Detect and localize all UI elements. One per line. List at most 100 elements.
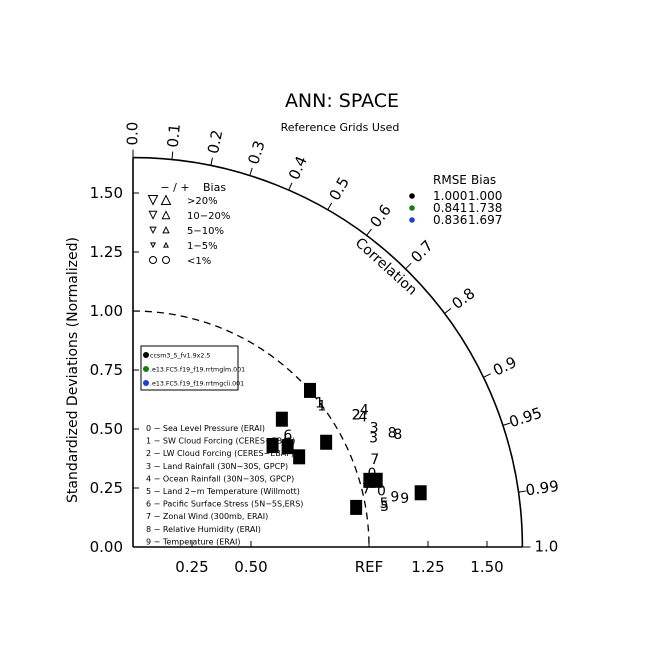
correlation-tick-mark bbox=[366, 228, 372, 236]
variable-list-item: 2 − LW Cloud Forcing (CERES−EBAF) bbox=[146, 449, 294, 458]
x-tick-label: REF bbox=[355, 558, 384, 576]
data-point-label: 8 bbox=[393, 427, 402, 443]
negative-bias-triangle bbox=[150, 242, 156, 249]
data-point-label: 8 bbox=[388, 426, 397, 442]
correlation-tick-mark bbox=[210, 157, 213, 166]
bias-value: 1.738 bbox=[468, 201, 502, 215]
y-tick-label: 0.25 bbox=[90, 479, 123, 497]
y-tick-label: 1.50 bbox=[90, 184, 123, 202]
x-tick-label: 1.25 bbox=[411, 558, 444, 576]
variable-list-item: 0 − Sea Level Pressure (ERAI) bbox=[146, 424, 265, 433]
correlation-tick-label: 0.7 bbox=[407, 237, 437, 267]
data-point-marker bbox=[414, 485, 427, 501]
data-point-label: 0 bbox=[367, 466, 376, 482]
variable-list: 0 − Sea Level Pressure (ERAI) 1 − SW Clou… bbox=[146, 424, 303, 546]
data-point-label: 3 bbox=[370, 421, 379, 437]
data-point-label: 0 bbox=[372, 475, 381, 490]
bias-value: 1.000 bbox=[468, 189, 502, 203]
rmse-value: 1.000 bbox=[433, 189, 467, 203]
data-point-label: 8 bbox=[295, 451, 304, 466]
axis-ticks: 0.25 0.50 REF 1.25 1.500.000.250.500.751.001… bbox=[90, 184, 504, 576]
data-point-label: 3 bbox=[268, 440, 277, 455]
x-tick-label: 0.50 bbox=[234, 558, 267, 576]
data-point-label: 4 bbox=[360, 403, 369, 419]
positive-bias-triangle bbox=[163, 241, 169, 248]
data-point-label: 9 bbox=[390, 490, 399, 506]
variable-list-item: 1 − SW Cloud Forcing (CERES−EBAF) bbox=[146, 437, 295, 446]
correlation-tick-label: 0.9 bbox=[490, 353, 519, 380]
reference-arc bbox=[132, 310, 370, 548]
data-point-label: 7 bbox=[370, 452, 379, 468]
case-legend-dot bbox=[143, 366, 149, 372]
bias-legend-label: 1−5% bbox=[187, 241, 218, 252]
correlation-tick-label: 0.3 bbox=[244, 138, 268, 166]
positive-bias-triangle bbox=[160, 194, 172, 205]
variable-list-item: 9 − Temperature (ERAI) bbox=[146, 537, 240, 546]
variable-list-item: 5 − Land 2−m Temperature (Willmott) bbox=[146, 487, 300, 496]
data-point-label: 7 bbox=[362, 481, 371, 497]
data-point-marker bbox=[304, 382, 316, 398]
positive-bias-triangle bbox=[162, 225, 170, 234]
data-point-label: 0 bbox=[377, 483, 386, 499]
small-bias-circle bbox=[149, 256, 157, 264]
bias-value: 1.697 bbox=[468, 213, 502, 227]
data-point-label: 4 bbox=[305, 385, 314, 400]
correlation-tick-label: 0.6 bbox=[366, 201, 395, 231]
data-point-label: 2 bbox=[352, 408, 361, 424]
correlation-tick-mark bbox=[518, 490, 527, 493]
y-tick-label: 1.25 bbox=[90, 243, 123, 261]
data-point-label: 9 bbox=[400, 491, 409, 507]
case-legend-dot bbox=[143, 380, 149, 386]
negative-bias-triangle bbox=[149, 226, 157, 235]
case-legend-dot bbox=[143, 352, 149, 358]
correlation-tick-mark bbox=[483, 373, 491, 378]
positive-bias-triangle bbox=[161, 210, 171, 220]
data-point-marker bbox=[275, 411, 288, 427]
y-tick-label: 0.75 bbox=[90, 361, 123, 379]
data-point-label: 1 bbox=[277, 414, 286, 429]
correlation-tick-mark bbox=[249, 167, 253, 176]
plot-frame bbox=[132, 156, 524, 548]
correlation-tick-mark bbox=[327, 202, 333, 211]
data-point-marker bbox=[281, 439, 294, 455]
case-legend-box bbox=[140, 345, 239, 391]
data-point-label: 5 bbox=[352, 502, 361, 517]
y-axis-label: Standardized Deviations (Normalized) bbox=[65, 237, 81, 503]
data-point-label: 1 bbox=[315, 395, 324, 411]
variable-list-item: 6 − Pacific Surface Stress (5N−5S,ERS) bbox=[146, 500, 303, 509]
correlation-tick-label: 0.0 bbox=[124, 122, 142, 146]
variable-list-item: 3 − Land Rainfall (30N−30S, GPCP) bbox=[146, 462, 288, 471]
y-tick-label: 0.50 bbox=[90, 420, 123, 438]
correlation-tick-label: 0.95 bbox=[507, 404, 544, 432]
data-point-marker bbox=[293, 449, 306, 465]
case-legend-label: ccsm3_5_fv1.9x2.5 bbox=[150, 353, 210, 360]
data-point-label: 2 bbox=[322, 437, 331, 452]
correlation-tick-label: 1.0 bbox=[534, 538, 558, 556]
data-point-marker bbox=[266, 437, 279, 453]
data-point-label: 6 bbox=[283, 436, 292, 452]
chart-subtitle: Reference Grids Used bbox=[281, 121, 400, 134]
negative-bias-triangle bbox=[148, 210, 158, 220]
x-tick-label: 1.50 bbox=[470, 558, 503, 576]
variable-list-item: 4 − Ocean Rainfall (30N−30S, GPCP) bbox=[146, 474, 294, 483]
variable-list-item: 7 − Zonal Wind (300mb, ERAI) bbox=[146, 512, 268, 521]
data-point-marker bbox=[350, 499, 363, 515]
bias-legend: − / + Bias >20% 10−20% 5−10% 1−5% <1% bbox=[147, 181, 230, 267]
correlation-tick-label: 0.2 bbox=[204, 128, 226, 155]
x-tick-label: 0.25 bbox=[175, 558, 208, 576]
bias-legend-label: 5−10% bbox=[187, 226, 224, 237]
data-point-label: 6 bbox=[283, 428, 292, 444]
rmse-value: 0.836 bbox=[433, 213, 467, 227]
correlation-tick-label: 0.1 bbox=[164, 123, 184, 149]
correlation-tick-mark bbox=[171, 151, 174, 160]
correlation-tick-label: 0.8 bbox=[448, 284, 478, 313]
data-point-label: 3 bbox=[369, 430, 378, 446]
bias-header: Bias bbox=[471, 173, 496, 187]
correlation-tick-mark bbox=[444, 308, 452, 314]
rmse-header: RMSE bbox=[433, 173, 467, 187]
data-point-label: 1 bbox=[317, 398, 326, 414]
data-point-label: 5 bbox=[380, 499, 389, 515]
bias-legend-sign: − / + bbox=[160, 181, 189, 194]
